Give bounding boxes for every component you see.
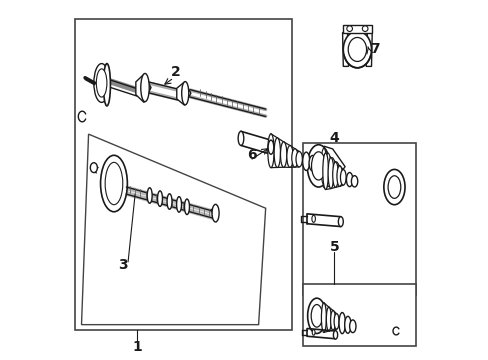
Ellipse shape	[295, 152, 302, 167]
Ellipse shape	[302, 152, 309, 171]
Ellipse shape	[329, 158, 334, 183]
Ellipse shape	[184, 199, 189, 215]
Ellipse shape	[182, 82, 188, 105]
Ellipse shape	[325, 153, 330, 184]
Text: 5: 5	[329, 240, 339, 254]
Ellipse shape	[347, 37, 366, 62]
Ellipse shape	[321, 303, 325, 332]
Ellipse shape	[343, 31, 371, 68]
Ellipse shape	[308, 156, 315, 171]
Polygon shape	[136, 74, 151, 102]
Ellipse shape	[167, 194, 172, 209]
Text: 4: 4	[329, 131, 339, 145]
Ellipse shape	[344, 316, 350, 333]
Ellipse shape	[101, 155, 127, 212]
Polygon shape	[342, 32, 348, 66]
Ellipse shape	[267, 134, 274, 168]
Ellipse shape	[349, 320, 355, 333]
Ellipse shape	[387, 176, 400, 198]
Ellipse shape	[307, 298, 325, 333]
Ellipse shape	[94, 64, 109, 102]
Ellipse shape	[325, 307, 330, 331]
Ellipse shape	[346, 172, 352, 186]
Bar	[302, 284, 415, 346]
Ellipse shape	[286, 145, 293, 167]
Ellipse shape	[96, 69, 107, 97]
Ellipse shape	[340, 170, 346, 185]
Ellipse shape	[338, 217, 343, 226]
Ellipse shape	[176, 197, 181, 212]
Polygon shape	[366, 32, 371, 66]
Text: 2: 2	[170, 66, 180, 80]
Ellipse shape	[147, 188, 152, 203]
Ellipse shape	[362, 26, 367, 31]
Text: 3: 3	[118, 258, 127, 272]
Text: 6: 6	[246, 148, 256, 162]
Ellipse shape	[267, 140, 273, 154]
Ellipse shape	[338, 312, 345, 334]
Ellipse shape	[157, 191, 162, 206]
Ellipse shape	[346, 26, 352, 31]
Ellipse shape	[336, 166, 342, 186]
Polygon shape	[176, 82, 190, 105]
Ellipse shape	[310, 305, 322, 327]
Ellipse shape	[311, 215, 315, 222]
Ellipse shape	[311, 152, 325, 180]
Ellipse shape	[321, 148, 326, 185]
Ellipse shape	[333, 314, 338, 329]
Bar	[302, 143, 415, 294]
Ellipse shape	[291, 149, 298, 167]
Ellipse shape	[90, 163, 97, 172]
Ellipse shape	[141, 73, 149, 102]
Ellipse shape	[330, 310, 335, 330]
Ellipse shape	[105, 162, 122, 205]
Ellipse shape	[322, 153, 328, 189]
Text: 7: 7	[369, 42, 379, 57]
Ellipse shape	[351, 176, 357, 187]
Ellipse shape	[333, 330, 337, 339]
Ellipse shape	[314, 158, 321, 171]
Ellipse shape	[274, 138, 280, 167]
Text: 1: 1	[132, 339, 142, 354]
Ellipse shape	[312, 330, 314, 335]
Ellipse shape	[306, 145, 329, 187]
Ellipse shape	[332, 162, 338, 187]
Polygon shape	[323, 146, 345, 188]
Ellipse shape	[238, 131, 244, 145]
Ellipse shape	[327, 158, 333, 189]
Ellipse shape	[333, 162, 339, 182]
Bar	[342, 25, 371, 32]
Bar	[75, 19, 291, 330]
Ellipse shape	[383, 170, 404, 205]
Ellipse shape	[280, 142, 286, 167]
Ellipse shape	[212, 204, 219, 222]
Ellipse shape	[103, 64, 110, 106]
